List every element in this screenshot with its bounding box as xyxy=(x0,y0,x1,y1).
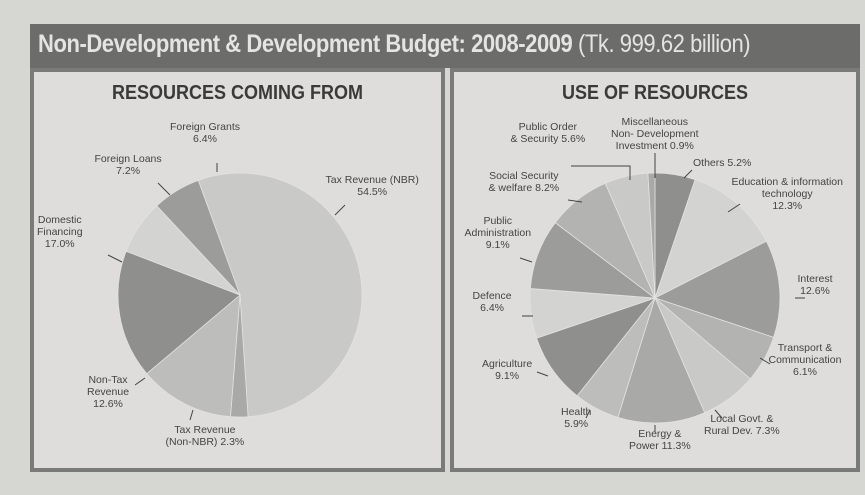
title-subtitle: (Tk. 999.62 billion) xyxy=(578,30,751,58)
leader-line xyxy=(157,182,171,196)
leader-line xyxy=(134,377,146,386)
resources-title: RESOURCES COMING FROM xyxy=(111,82,364,104)
slice-label: Tax Revenue (Non-NBR) 2.3% xyxy=(165,424,245,448)
slice-label: Defence 6.4% xyxy=(472,290,512,314)
slice-label: Foreign Grants 6.4% xyxy=(170,121,241,145)
leader-line xyxy=(727,203,741,213)
use-title: USE OF RESOURCES xyxy=(561,82,749,104)
leader-line xyxy=(759,357,771,365)
leader-line xyxy=(519,257,533,263)
slice-label: Education & information technology 12.3% xyxy=(731,176,843,212)
pie-slice-interest xyxy=(653,240,781,338)
slice-label: Domestic Financing 17.0% xyxy=(37,214,83,250)
leader-line xyxy=(334,204,346,216)
leader-line xyxy=(567,199,583,203)
pie-slice-non-tax-revenue xyxy=(146,294,241,418)
slice-label: Interest 12.6% xyxy=(797,273,833,297)
chart-title: Non-Development & Development Budget: 20… xyxy=(38,30,751,59)
slice-label: Public Administration 9.1% xyxy=(464,215,532,251)
slice-label: Tax Revenue (NBR) 54.5% xyxy=(325,174,419,198)
slice-label: Local Govt. & Rural Dev. 7.3% xyxy=(704,413,780,437)
leader-line xyxy=(189,409,194,421)
slice-label: Social Security & welfare 8.2% xyxy=(488,170,560,194)
pie-slice-tax-revenue-nbr- xyxy=(197,172,363,418)
leader-line xyxy=(714,409,723,419)
slice-label: Transport & Communication 6.1% xyxy=(768,342,842,378)
title-bar: Non-Development & Development Budget: 20… xyxy=(30,24,860,68)
title-text: Non-Development & Development Budget: 20… xyxy=(38,30,573,58)
resources-panel: RESOURCES COMING FROM xyxy=(30,68,445,472)
slice-label: Others 5.2% xyxy=(693,157,752,169)
slice-label: Miscellaneous Non- Development Investment … xyxy=(611,116,699,152)
leader-line xyxy=(536,371,549,377)
leader-line xyxy=(571,165,631,180)
slice-label: Public Order & Security 5.6% xyxy=(510,121,586,145)
leader-line xyxy=(107,254,123,263)
pie-slice-energy-power xyxy=(617,296,706,424)
slice-label: Foreign Loans 7.2% xyxy=(94,153,162,177)
pie-slice-domestic-financing xyxy=(117,250,241,375)
pie-slice-education-information-technology xyxy=(654,179,767,299)
pie-slice-foreign-grants xyxy=(156,179,241,296)
slice-label: Agriculture 9.1% xyxy=(482,358,533,382)
slice-label: Non-Tax Revenue 12.6% xyxy=(87,374,130,410)
slice-label: Health 5.9% xyxy=(561,406,592,430)
slice-label: Energy & Power 11.3% xyxy=(629,428,691,452)
leader-line xyxy=(683,169,693,179)
leader-line xyxy=(585,409,591,419)
